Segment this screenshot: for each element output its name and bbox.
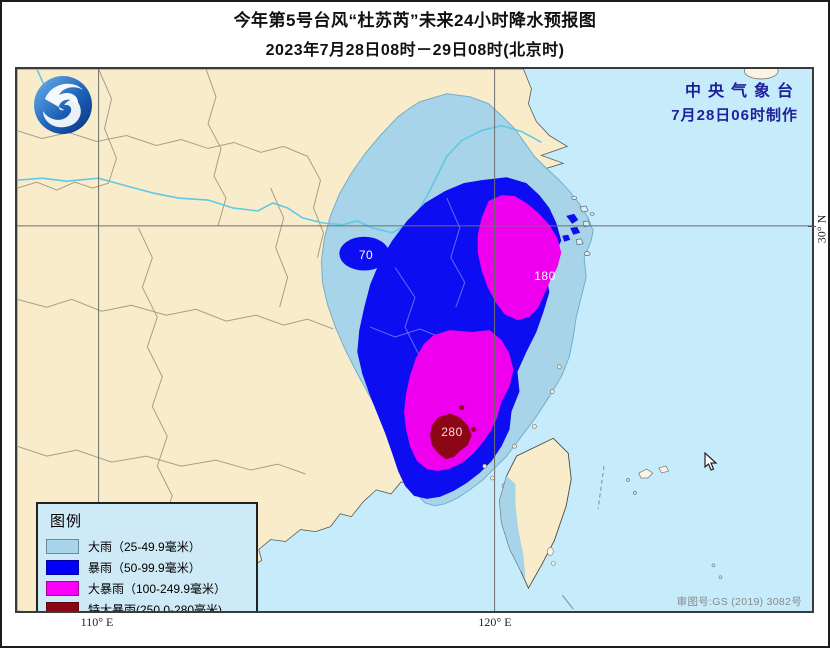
map-approval-number: 审图号:GS (2019) 3082号 (676, 596, 802, 608)
legend-label-heavy-rainstorm: 大暴雨（100-249.9毫米） (88, 582, 227, 596)
rain-value-70: 70 (358, 248, 374, 262)
rain-band-severe-rainstorm (429, 413, 472, 460)
agency-name: 中央气象台 (684, 83, 800, 100)
longitude-label-110e: 110° E (80, 615, 114, 629)
legend-swatch-heavy-rainstorm (46, 581, 79, 596)
legend-label-rainstorm: 暴雨（50-99.9毫米） (88, 561, 201, 575)
longitude-label-120e: 120° E (478, 615, 512, 629)
page-title: 今年第5号台风“杜苏芮”未来24小时降水预报图 (233, 11, 597, 30)
legend-row-heavy-rain: 大雨（25-49.9毫米） (46, 536, 250, 557)
latitude-tick-30n (808, 226, 816, 227)
legend-row-severe-rainstorm: 特大暴雨(250.0-280毫米) (46, 599, 250, 613)
legend-swatch-rainstorm (46, 560, 79, 575)
legend-swatch-severe-rainstorm (46, 602, 79, 611)
province-boundaries (17, 69, 334, 554)
severe-rainstorm-islet (459, 405, 465, 410)
latitude-label-30n: 30° N (814, 214, 829, 244)
legend-row-rainstorm: 暴雨（50-99.9毫米） (46, 557, 250, 578)
agency-issued: 7月28日06时制作 (671, 107, 798, 124)
page-subtitle: 2023年7月28日08时－29日08时(北京时) (265, 42, 565, 59)
rain-cell-70 (339, 236, 390, 271)
map-canvas: 中央气象台 7月28日06时制作 70 180 280 图例 大雨（25-49.… (15, 67, 814, 613)
title-block: 今年第5号台风“杜苏芮”未来24小时降水预报图 2023年7月28日08时－29… (2, 6, 828, 60)
offshore-islands (547, 69, 779, 610)
rain-value-280: 280 (441, 425, 463, 439)
legend-title: 图例 (50, 513, 83, 530)
zhoushan-islands (562, 196, 595, 256)
legend-box: 图例 大雨（25-49.9毫米） 暴雨（50-99.9毫米） 大暴雨（100-2… (36, 502, 258, 613)
legend-row-heavy-rainstorm: 大暴雨（100-249.9毫米） (46, 578, 250, 599)
legend-swatch-heavy-rain (46, 539, 79, 554)
legend-label-heavy-rain: 大雨（25-49.9毫米） (88, 540, 201, 554)
legend-label-severe-rainstorm: 特大暴雨(250.0-280毫米) (88, 603, 223, 613)
severe-rainstorm-islet (471, 426, 477, 432)
rain-value-180: 180 (534, 269, 556, 283)
agency-block: 中央气象台 7月28日06时制作 (671, 77, 798, 125)
taiwan-west-rain-strip (499, 475, 526, 579)
cma-logo-icon (34, 76, 92, 134)
mouse-cursor-icon (704, 452, 718, 471)
